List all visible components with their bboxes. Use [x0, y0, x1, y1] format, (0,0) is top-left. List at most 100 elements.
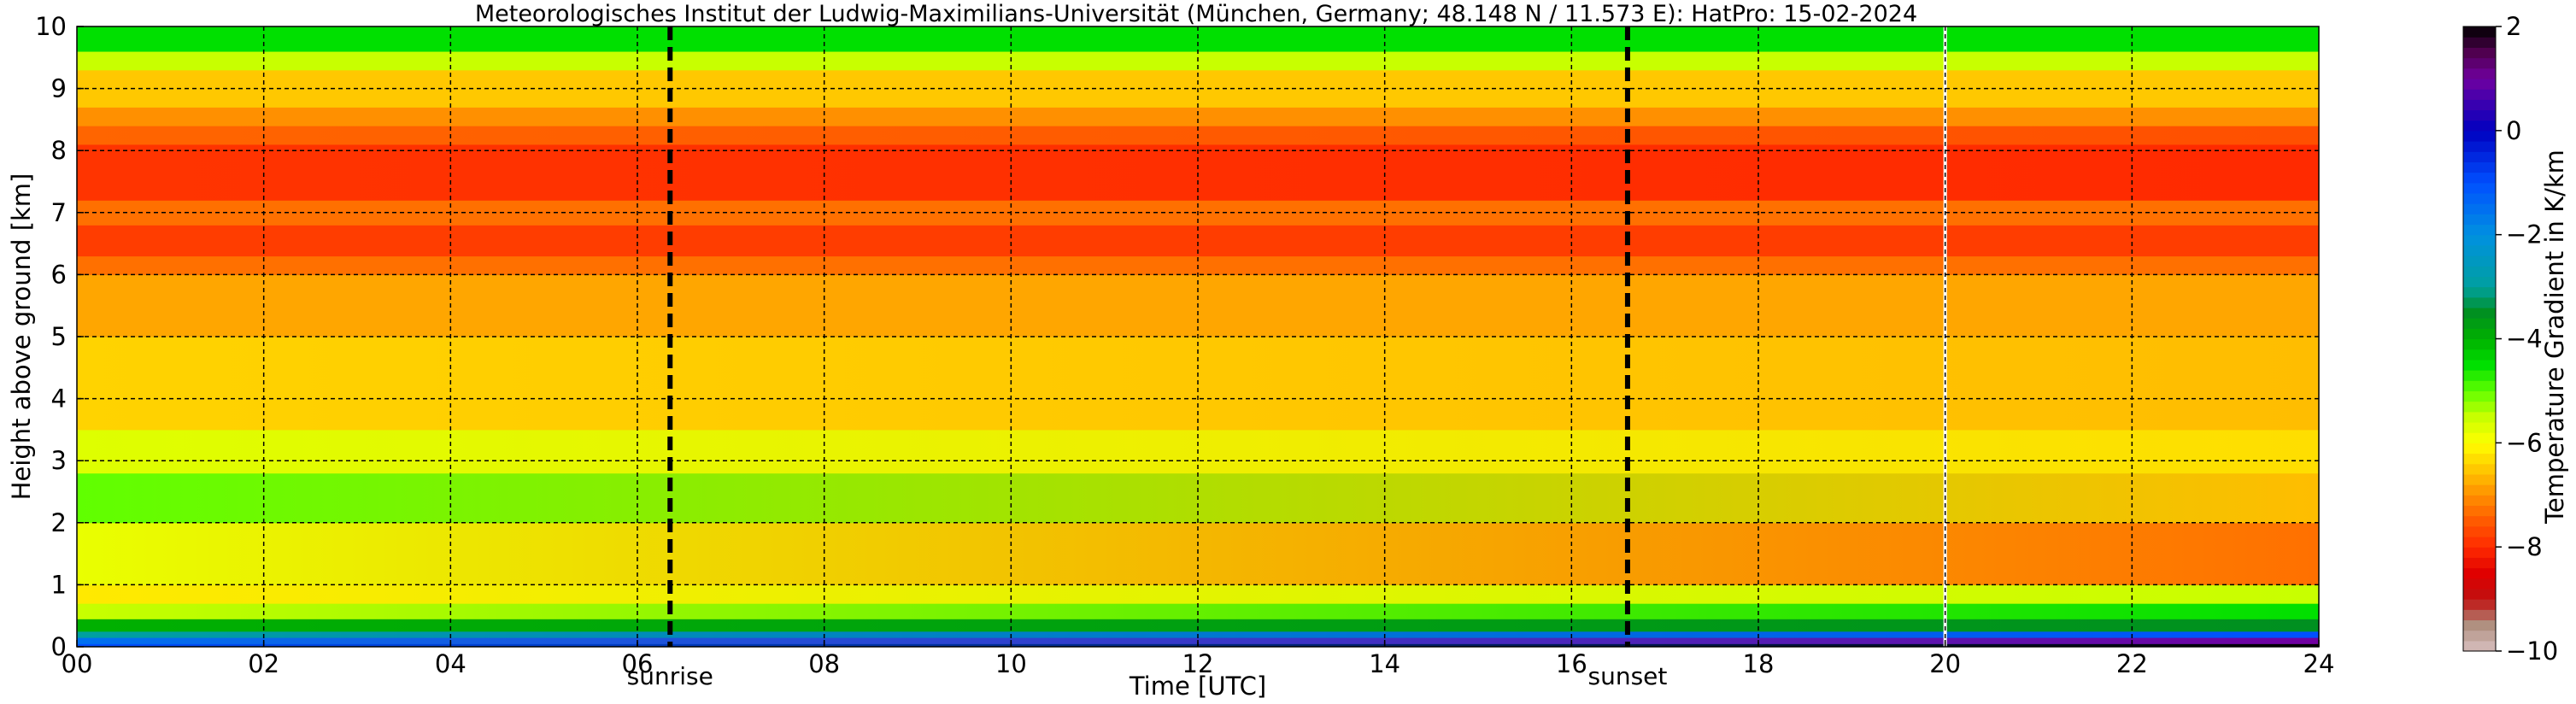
colorbar-swatch	[2463, 47, 2496, 59]
colorbar-tick-label: −6	[2506, 428, 2543, 457]
x-tick-label: 22	[2116, 649, 2148, 678]
colorbar-swatch	[2463, 567, 2496, 579]
colorbar-swatch	[2463, 266, 2496, 277]
x-tick-label: 08	[808, 649, 840, 678]
chart-title: Meteorologisches Institut der Ludwig-Max…	[475, 1, 1917, 27]
colorbar-swatch	[2463, 224, 2496, 236]
colorbar-swatch	[2463, 432, 2496, 443]
colorbar-swatch	[2463, 525, 2496, 537]
colorbar-swatch	[2463, 89, 2496, 100]
colorbar-swatch	[2463, 244, 2496, 256]
colorbar-swatch	[2463, 619, 2496, 631]
sunset-label: sunset	[1587, 662, 1667, 690]
colorbar-swatch	[2463, 557, 2496, 569]
y-tick-label: 5	[51, 322, 67, 351]
colorbar-swatch	[2463, 443, 2496, 455]
x-tick-label: 14	[1369, 649, 1400, 678]
x-axis-ticks: 00 02 04 06 08 10 12 14 16 18 20 22 24	[62, 640, 2335, 678]
colorbar-swatch	[2463, 192, 2496, 204]
colorbar-swatch	[2463, 536, 2496, 548]
x-tick-label: 06	[622, 649, 654, 678]
x-tick-label: 18	[1743, 649, 1775, 678]
colorbar-swatch	[2463, 234, 2496, 246]
sun-marker-labels: sunrise sunset	[627, 662, 1668, 690]
colorbar-swatch	[2463, 276, 2496, 288]
colorbar-swatch	[2463, 151, 2496, 162]
colorbar-swatch	[2463, 255, 2496, 267]
colorbar-swatch	[2463, 67, 2496, 79]
colorbar-swatch	[2463, 161, 2496, 173]
colorbar-swatch	[2463, 141, 2496, 152]
colorbar-swatch	[2463, 411, 2496, 423]
colorbar-tick-label: −10	[2506, 637, 2558, 666]
y-tick-label: 7	[51, 198, 67, 227]
y-tick-label: 8	[51, 136, 67, 165]
x-tick-label: 20	[1929, 649, 1961, 678]
colorbar-swatch	[2463, 599, 2496, 610]
x-tick-label: 12	[1182, 649, 1214, 678]
colorbar-swatch	[2463, 588, 2496, 600]
colorbar-swatch	[2463, 26, 2496, 38]
y-tick-label: 10	[35, 12, 67, 41]
colorbar-swatch	[2463, 453, 2496, 465]
sunrise-label: sunrise	[627, 662, 713, 690]
y-tick-label: 2	[51, 508, 67, 537]
colorbar-swatch	[2463, 338, 2496, 350]
y-tick-label: 3	[51, 446, 67, 475]
x-tick-label: 00	[62, 649, 93, 678]
colorbar-swatch	[2463, 473, 2496, 485]
x-axis-label: Time [UTC]	[1129, 672, 1266, 701]
colorbar-swatch	[2463, 495, 2496, 507]
colorbar-swatch	[2463, 318, 2496, 329]
colorbar-swatch	[2463, 172, 2496, 184]
colorbar	[2462, 26, 2497, 652]
sun-markers	[667, 26, 1630, 647]
colorbar-swatch	[2463, 130, 2496, 142]
colorbar-swatch	[2463, 578, 2496, 590]
colorbar-swatch	[2463, 609, 2496, 621]
colorbar-label: Temperature Gradient in K/km	[2540, 150, 2569, 525]
colorbar-tick-label: −2	[2506, 220, 2543, 249]
y-tick-label: 1	[51, 570, 67, 599]
colorbar-swatch	[2463, 370, 2496, 381]
colorbar-swatch	[2463, 37, 2496, 48]
colorbar-swatch	[2463, 214, 2496, 226]
colorbar-swatch	[2463, 390, 2496, 402]
colorbar-swatch	[2463, 463, 2496, 475]
colorbar-swatch	[2463, 421, 2496, 433]
colorbar-swatch	[2463, 203, 2496, 214]
colorbar-ticks: 2 0 −2 −4 −6 −8 −10	[2496, 12, 2558, 666]
colorbar-swatch	[2463, 296, 2496, 308]
plot-area	[77, 26, 2319, 647]
colorbar-swatch	[2463, 99, 2496, 111]
colorbar-swatch	[2463, 401, 2496, 413]
y-axis-label: Height above ground [km]	[7, 173, 36, 501]
colorbar-tick-label: 0	[2506, 116, 2521, 145]
colorbar-tick-label: −4	[2506, 325, 2543, 354]
y-tick-label: 0	[51, 632, 67, 661]
colorbar-swatch	[2463, 359, 2496, 371]
x-tick-label: 16	[1556, 649, 1587, 678]
x-tick-label: 10	[995, 649, 1027, 678]
grid-lines	[77, 26, 2319, 647]
colorbar-swatch	[2463, 547, 2496, 558]
gradient-layer	[77, 107, 2319, 126]
gradient-layer	[77, 584, 2319, 604]
colorbar-swatch	[2463, 120, 2496, 132]
colorbar-swatch	[2463, 78, 2496, 90]
colorbar-swatch	[2463, 182, 2496, 194]
x-tick-label: 04	[435, 649, 466, 678]
colorbar-swatch	[2463, 484, 2496, 496]
colorbar-swatch	[2463, 286, 2496, 298]
colorbar-swatch	[2463, 349, 2496, 361]
x-tick-label: 02	[248, 649, 279, 678]
colorbar-tick-label: −8	[2506, 532, 2543, 561]
x-tick-label: 24	[2303, 649, 2335, 678]
colorbar-swatch	[2463, 57, 2496, 69]
y-tick-label: 4	[51, 384, 67, 414]
colorbar-swatch	[2463, 307, 2496, 319]
colorbar-swatch	[2463, 515, 2496, 527]
colorbar-swatch	[2463, 380, 2496, 392]
y-tick-label: 9	[51, 74, 67, 103]
